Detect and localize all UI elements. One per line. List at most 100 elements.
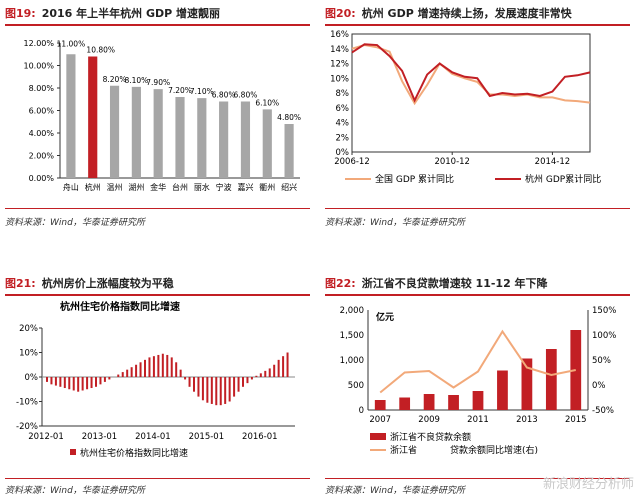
figure-title: 2016 年上半年杭州 GDP 增速靓丽 xyxy=(41,7,221,20)
series-line xyxy=(379,329,576,394)
source-note: 资料来源：Wind，华泰证券研究所 xyxy=(325,218,465,228)
x-tick-label: 舟山 xyxy=(63,182,79,192)
x-tick-label: 嘉兴 xyxy=(237,182,253,192)
bar xyxy=(81,377,84,391)
data-label: 4.80% xyxy=(277,113,301,122)
panel-title: 图22: 浙江省不良贷款增速较 11-12 年下降 xyxy=(325,274,630,296)
y-tick-label: -20% xyxy=(16,422,38,432)
legend-label: 杭州 GDP累计同比 xyxy=(525,173,601,185)
figure-title: 浙江省不良贷款增速较 11-12 年下降 xyxy=(361,277,548,290)
bar xyxy=(63,377,66,389)
legend-label: 浙江省不良贷款余额 xyxy=(390,431,471,443)
data-label: 8.10% xyxy=(124,76,148,85)
y-right-tick-label: 100% xyxy=(592,331,616,341)
x-tick-label: 2015-01 xyxy=(189,432,225,442)
y-tick-label: 4.00% xyxy=(29,129,55,138)
x-tick-label: 2015 xyxy=(565,415,587,425)
bar xyxy=(282,356,285,377)
bar xyxy=(255,375,258,377)
y-tick-label: 10% xyxy=(19,349,38,359)
bar xyxy=(240,101,251,178)
data-label: 6.80% xyxy=(212,91,236,100)
bar xyxy=(277,359,280,377)
bar xyxy=(399,397,411,410)
y-tick-label: 2% xyxy=(336,133,350,143)
bar xyxy=(197,377,200,397)
line-chart-gdp-trend: 0% 2% 4% 6% 8% 10% 12% 14% 16% 2006-12 2010-12 2014… xyxy=(330,30,601,185)
bar xyxy=(210,377,213,404)
bar xyxy=(224,377,227,404)
figure-title: 杭州 GDP 增速持续上扬，发展速度非常快 xyxy=(361,7,572,20)
bar xyxy=(90,377,93,389)
plot-frame xyxy=(351,33,591,153)
bar xyxy=(268,368,271,377)
legend-label: 浙江省 xyxy=(390,444,417,456)
bar xyxy=(88,56,98,178)
x-tick-label: 丽水 xyxy=(194,182,210,192)
y-tick-label: 0% xyxy=(25,373,39,383)
bar xyxy=(219,101,229,178)
bar xyxy=(109,85,120,178)
watermark: 新浪财经分析师 xyxy=(542,477,634,492)
y-left-tick-label: 0 xyxy=(359,406,364,416)
y-tick-label: 16% xyxy=(330,30,349,40)
bar xyxy=(126,369,129,377)
bar xyxy=(193,377,196,392)
bar xyxy=(157,354,160,377)
bar xyxy=(233,377,236,397)
figure-number: 图21: xyxy=(5,277,36,290)
data-label: 6.10% xyxy=(255,98,279,107)
y-left-tick-label: 2,000 xyxy=(340,306,364,316)
y-tick-label: 0% xyxy=(336,148,350,158)
y-left-tick-label: 500 xyxy=(348,381,364,391)
bar xyxy=(86,377,89,390)
y-tick-label: 14% xyxy=(330,45,349,55)
bar xyxy=(54,377,57,386)
y-tick-label: 10.00% xyxy=(23,62,54,71)
y-tick-label: 8% xyxy=(336,89,350,99)
x-tick-label: 温州 xyxy=(107,183,123,192)
panel-title: 图21: 杭州房价上涨幅度较为平稳 xyxy=(5,274,310,296)
y-tick-label: 2.00% xyxy=(29,152,55,161)
bar xyxy=(72,377,75,391)
chart-subtitle: 亿元 xyxy=(376,311,394,323)
y-left-tick-label: 1,000 xyxy=(340,356,364,366)
x-tick-label: 2006-12 xyxy=(334,157,370,167)
bar xyxy=(472,391,484,410)
bar xyxy=(50,377,53,385)
x-tick-label: 2009 xyxy=(418,415,440,425)
bar xyxy=(59,377,62,387)
bar xyxy=(273,364,276,377)
x-tick-label: 2013-01 xyxy=(82,432,118,442)
data-label: 7.10% xyxy=(190,87,214,96)
bar xyxy=(521,358,533,410)
series-line xyxy=(351,44,591,106)
bar xyxy=(246,377,249,384)
x-tick-label: 绍兴 xyxy=(281,182,297,192)
bar xyxy=(175,97,185,178)
figure-number: 图22: xyxy=(325,277,356,290)
x-tick-label: 衢州 xyxy=(259,182,275,192)
panel-title: 图20: 杭州 GDP 增速持续上扬，发展速度非常快 xyxy=(325,4,630,26)
legend-label: 全国 GDP 累计同比 xyxy=(375,173,454,185)
bar xyxy=(66,54,76,178)
bar xyxy=(135,364,138,377)
bar xyxy=(152,356,155,377)
x-tick-label: 2013 xyxy=(516,415,538,425)
bar xyxy=(448,395,459,410)
bar xyxy=(184,377,187,380)
x-tick-label: 杭州 xyxy=(85,182,101,192)
panel-house-price: 图21: 杭州房价上涨幅度较为平稳 杭州住宅价格指数同比增速 -20% -10% 0% 1… xyxy=(0,250,315,498)
bar-chart-house-price: 杭州住宅价格指数同比增速 -20% -10% 0% 10% 20% 2012-01 2013-… xyxy=(16,300,295,459)
x-tick-label: 2016-01 xyxy=(242,432,278,442)
panel-gdp-cities: 图19: 2016 年上半年杭州 GDP 增速靓丽 0.00% 2.00% 4.00%… xyxy=(0,0,315,245)
bar xyxy=(206,377,209,403)
figure-number: 图19: xyxy=(5,7,36,20)
bar xyxy=(170,357,173,377)
y-tick-label: 6% xyxy=(336,104,350,114)
legend-label: 贷款余额同比增速(右) xyxy=(450,444,538,456)
data-label: 11.00% xyxy=(57,39,86,48)
y-tick-label: 6.00% xyxy=(29,107,55,116)
y-tick-label: 0.00% xyxy=(29,174,55,183)
bar xyxy=(374,400,386,410)
